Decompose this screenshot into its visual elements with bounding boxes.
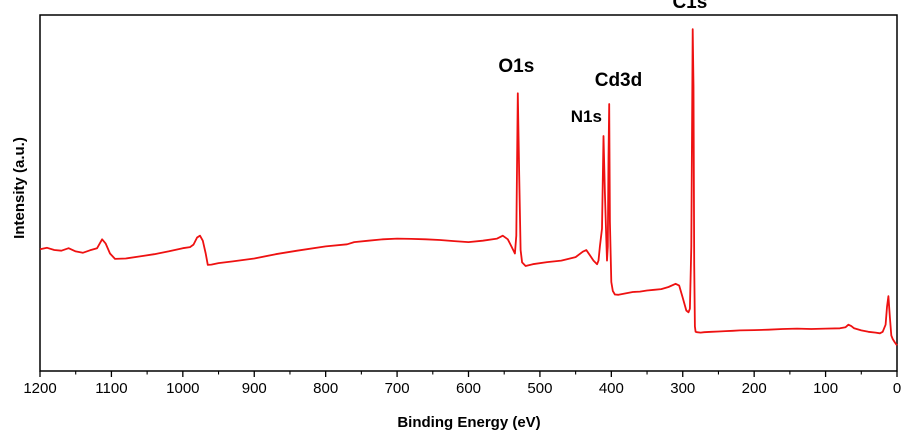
x-axis-title: Binding Energy (eV) [397,414,540,431]
x-tick-label: 1200 [23,380,56,397]
x-tick-label: 1000 [166,380,199,397]
x-tick-label: 100 [813,380,838,397]
peak-label-cd3d: Cd3d [595,70,643,91]
peak-label-o1s: O1s [498,56,534,77]
x-tick-label: 300 [670,380,695,397]
x-tick-label: 200 [742,380,767,397]
x-tick-label: 1100 [95,380,127,397]
x-tick-label: 500 [527,380,552,397]
y-axis-title: Intensity (a.u.) [11,137,28,239]
peak-label-c1s: C1s [672,0,707,13]
x-tick-label: 800 [313,380,338,397]
x-tick-label: 400 [599,380,624,397]
x-tick-label: 0 [893,380,901,397]
plot-frame [39,14,898,372]
peak-label-n1s: N1s [571,107,602,126]
x-tick-label: 900 [242,380,267,397]
spectrum-line [39,28,898,346]
x-tick-label: 600 [456,380,481,397]
x-tick-label: 700 [385,380,410,397]
